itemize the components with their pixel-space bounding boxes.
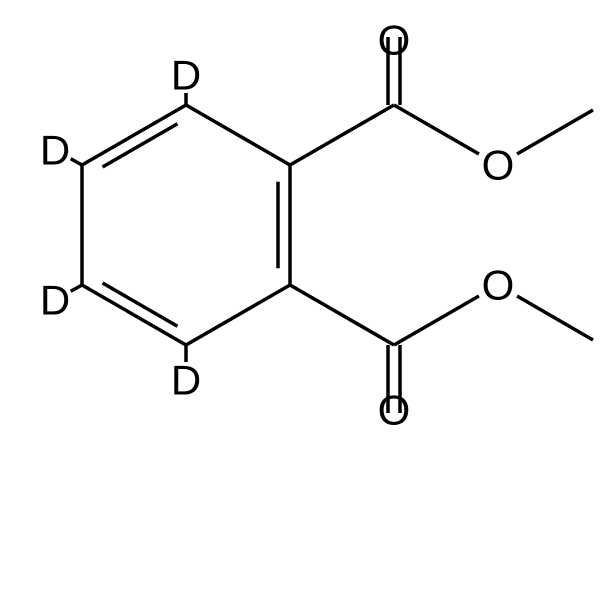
deuterium-label: D — [171, 52, 201, 99]
deuterium-label: D — [171, 357, 201, 404]
deuterium-label: D — [40, 277, 70, 324]
oxygen-label: O — [378, 17, 411, 64]
deuterium-label: D — [40, 127, 70, 174]
oxygen-label: O — [378, 387, 411, 434]
oxygen-label: O — [482, 262, 515, 309]
oxygen-label: O — [482, 142, 515, 189]
molecule-diagram: D D D D O O O O — [0, 0, 600, 600]
